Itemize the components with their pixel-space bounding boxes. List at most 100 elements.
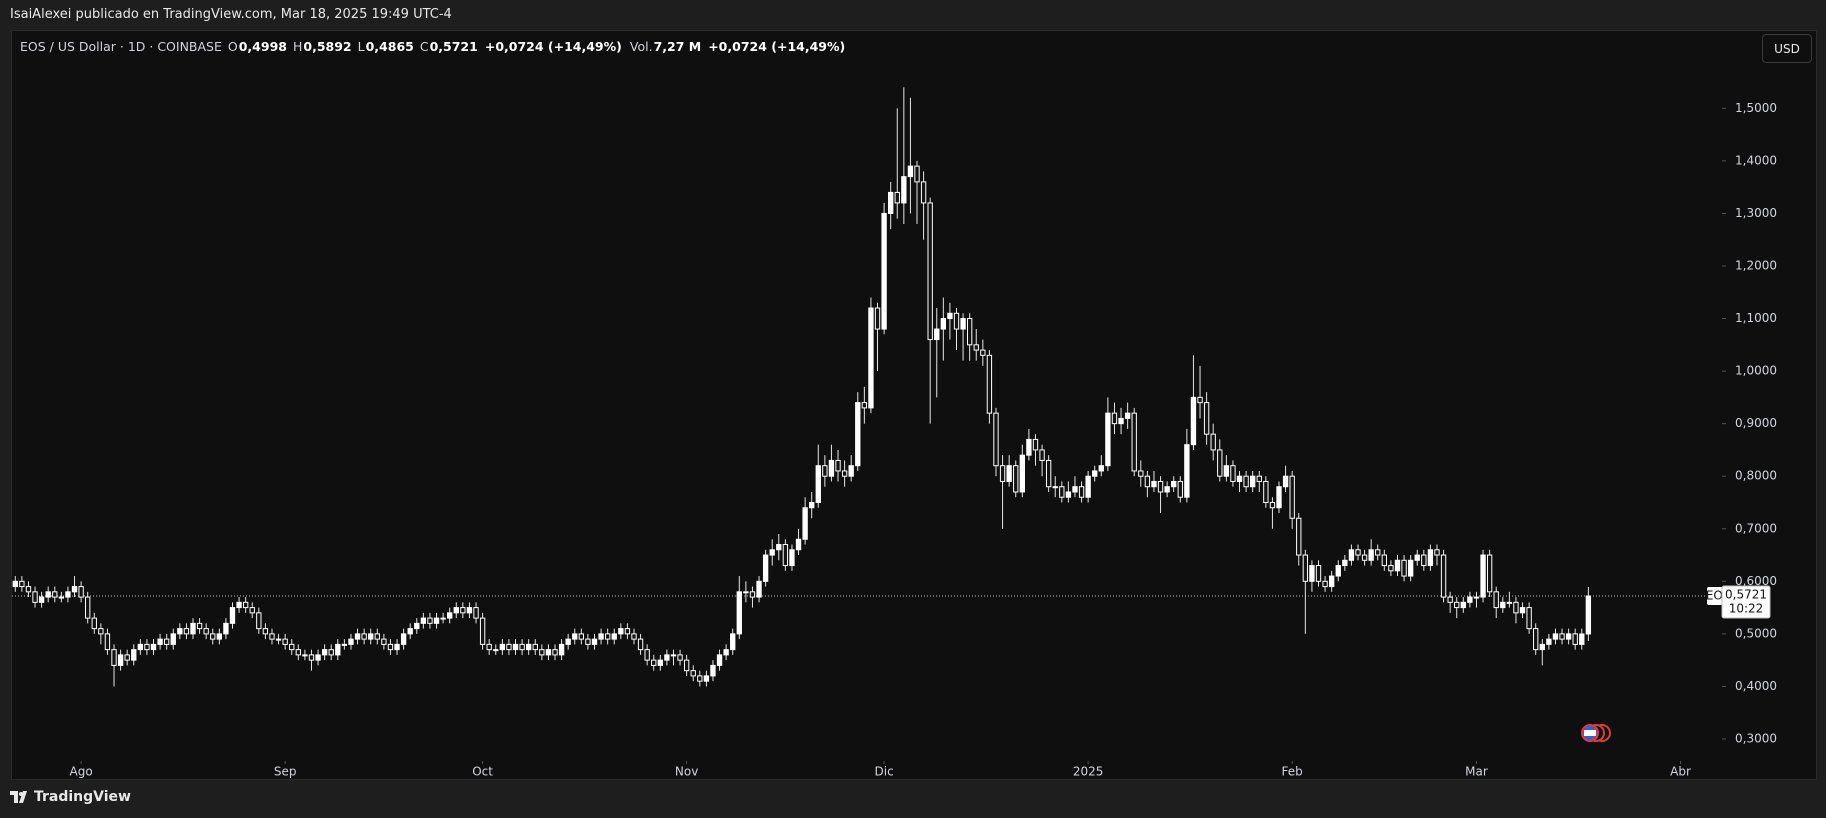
candle-body (91, 617, 97, 630)
candle-body (387, 643, 394, 651)
candle-body (1539, 643, 1545, 651)
candle-body (1440, 554, 1447, 598)
candle-body (335, 643, 341, 656)
candle-body (157, 638, 163, 645)
candle-body (1421, 554, 1427, 567)
candle-body (71, 586, 78, 593)
candle-body (1579, 633, 1585, 645)
candle-body (137, 643, 144, 651)
candle-body (229, 607, 236, 624)
candle-body (795, 538, 802, 551)
candle-body (1375, 549, 1381, 556)
candle-body (420, 617, 427, 624)
candle-body (1348, 549, 1355, 561)
candle-body (861, 402, 868, 409)
candle-body (914, 165, 920, 183)
candle-body (539, 649, 545, 656)
candle-body (572, 633, 578, 640)
candle-body (466, 607, 473, 614)
candle-body (262, 628, 269, 635)
candle-body (1006, 465, 1012, 482)
candle-body (894, 191, 900, 204)
y-tick-label: 0,7000 (1735, 521, 1777, 535)
price-tag-bg (1721, 585, 1771, 619)
candle-body (618, 628, 624, 635)
x-tick-label: 2025 (1073, 765, 1104, 779)
candle-body (1381, 554, 1387, 567)
candle-body (1032, 438, 1039, 451)
candle-body (269, 633, 275, 640)
candle-body (558, 643, 565, 656)
candle-body (716, 654, 723, 666)
candle-body (545, 649, 552, 656)
candle-body (354, 633, 361, 640)
x-tick-label: Dic (875, 765, 894, 779)
candle-body (1078, 486, 1085, 498)
candle-body (1454, 601, 1460, 609)
y-tick-label: 0,8000 (1735, 469, 1777, 483)
candle-body (907, 165, 914, 178)
candle-body (85, 596, 91, 619)
candle-body (1414, 554, 1420, 561)
candle-body (440, 617, 446, 620)
candle-body (1401, 559, 1407, 577)
candle-body (400, 633, 407, 645)
candle-body (447, 612, 453, 619)
currency-button[interactable]: USD (1762, 34, 1812, 63)
candle-body (78, 586, 84, 598)
candle-body (1190, 396, 1197, 446)
candle-body (973, 344, 979, 351)
volume-change: +0,0724 (+14,49%) (708, 39, 846, 54)
candle-body (1480, 554, 1486, 598)
candle-body (183, 628, 190, 635)
candle-body (216, 633, 223, 640)
x-tick-label: Sep (274, 765, 297, 779)
candle-body (1105, 412, 1111, 467)
candle-body (1559, 633, 1565, 640)
y-tick-label: 1,4000 (1735, 153, 1777, 167)
volume-label: Vol. (629, 39, 653, 54)
candle-body (1361, 554, 1368, 561)
candle-body (1282, 475, 1289, 488)
candle-body (65, 591, 71, 598)
candle-body (12, 580, 18, 588)
candle-body (1111, 412, 1118, 425)
candle-body (282, 638, 288, 645)
candle-body (1059, 486, 1065, 498)
candle-body (131, 649, 137, 661)
y-tick-label: 1,1000 (1735, 311, 1777, 325)
candle-body (374, 633, 380, 640)
y-tick-label: 0,3000 (1735, 731, 1777, 745)
candle-body (341, 643, 348, 646)
candle-body (1368, 549, 1374, 561)
candle-body (1131, 412, 1137, 472)
x-tick-label: Nov (675, 765, 698, 779)
ohlc-item: L0,4865 (358, 39, 414, 54)
candle-body (591, 638, 598, 645)
legend: EOS / US Dollar · 1D · COINBASE O0,4998 H0… (20, 39, 851, 54)
candle-body (381, 638, 387, 645)
candle-body (637, 638, 644, 651)
candle-body (1157, 480, 1164, 493)
byline: IsaiAlexei publicado en TradingView.com,… (10, 7, 452, 22)
candle-body (1546, 638, 1552, 645)
candle-body (256, 612, 262, 630)
candle-body (433, 617, 440, 624)
candle-body (1085, 475, 1091, 498)
candle-body (1407, 559, 1414, 577)
candle-body (1276, 486, 1282, 509)
candle-body (1138, 470, 1144, 477)
ohlc-label: O (227, 39, 238, 54)
candle-body (321, 649, 328, 656)
candle-body (275, 638, 282, 641)
candle-body (868, 307, 874, 409)
candle-body (479, 617, 486, 645)
ohlc-label: C (419, 39, 429, 54)
candle-body (1486, 554, 1493, 593)
candle-body (901, 176, 907, 204)
ohlc-item: H0,5892 (293, 39, 352, 54)
candle-body (670, 654, 677, 657)
candle-body (723, 649, 729, 656)
candle-body (196, 622, 203, 630)
x-tick-label: Ago (70, 765, 93, 779)
